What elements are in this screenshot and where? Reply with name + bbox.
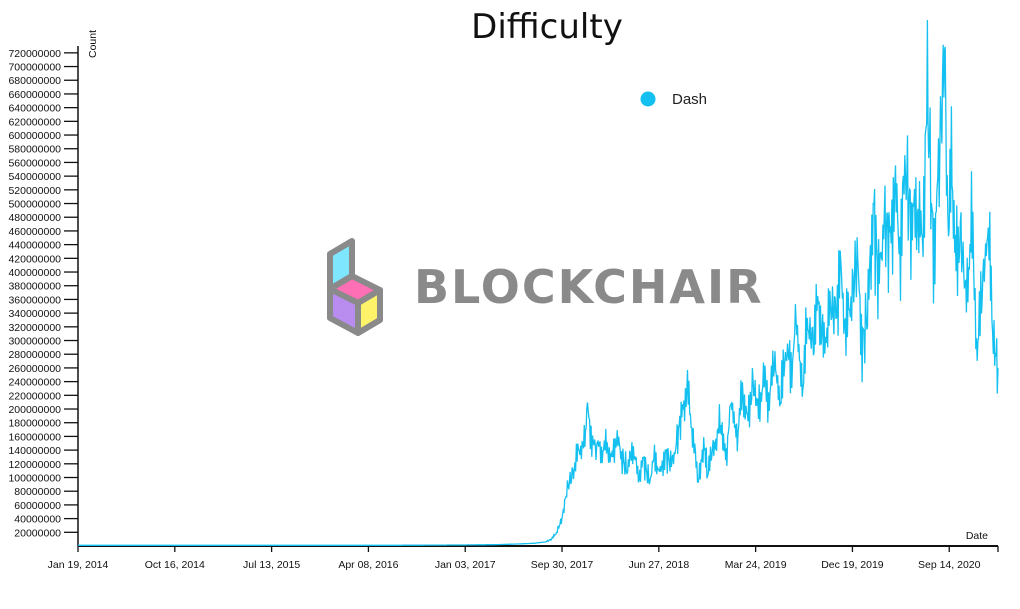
x-tick-label: Jul 13, 2015 xyxy=(243,559,300,571)
series-line-dash xyxy=(78,19,999,546)
y-tick-label: 180000000 xyxy=(8,418,61,430)
y-tick-label: 140000000 xyxy=(8,445,61,457)
x-tick-label: Sep 14, 2020 xyxy=(918,559,981,571)
legend[interactable]: Dash xyxy=(640,91,708,108)
y-tick-label: 280000000 xyxy=(8,349,61,361)
x-tick-label: Jun 27, 2018 xyxy=(628,559,689,571)
x-tick-label: Dec 19, 2019 xyxy=(821,559,884,571)
chart-title: Difficulty xyxy=(471,7,623,47)
y-tick-label: 160000000 xyxy=(8,431,61,443)
y-tick-label: 40000000 xyxy=(14,514,61,526)
y-tick-label: 640000000 xyxy=(8,103,61,115)
y-tick-label: 80000000 xyxy=(14,486,61,498)
x-axis-label: Date xyxy=(966,530,988,542)
legend-marker xyxy=(640,91,656,107)
y-tick-label: 380000000 xyxy=(8,281,61,293)
x-axis: Jan 19, 2014 Oct 16, 2014 Jul 13, 2015 Apr … xyxy=(48,545,999,571)
y-tick-label: 480000000 xyxy=(8,212,61,224)
y-tick-label: 100000000 xyxy=(8,473,61,485)
y-tick-label: 20000000 xyxy=(14,527,61,539)
blockchair-watermark: BLOCKCHAIR xyxy=(327,238,764,336)
y-tick-label: 700000000 xyxy=(8,62,61,74)
x-tick-label: Mar 24, 2019 xyxy=(725,559,787,571)
y-tick-label: 300000000 xyxy=(8,336,61,348)
y-tick-label: 540000000 xyxy=(8,171,61,183)
x-tick-label: Apr 08, 2016 xyxy=(338,559,398,571)
y-tick-label: 320000000 xyxy=(8,322,61,334)
x-tick-label: Jan 19, 2014 xyxy=(48,559,109,571)
x-tick-label: Oct 16, 2014 xyxy=(145,559,205,571)
y-tick-label: 600000000 xyxy=(8,130,61,142)
y-tick-label: 560000000 xyxy=(8,157,61,169)
y-tick-label: 500000000 xyxy=(8,199,61,211)
y-tick-label: 580000000 xyxy=(8,144,61,156)
y-tick-label: 120000000 xyxy=(8,459,61,471)
y-tick-label: 720000000 xyxy=(8,48,61,60)
blockchair-logo-icon xyxy=(327,238,383,336)
y-tick-label: 680000000 xyxy=(8,75,61,87)
y-tick-label: 200000000 xyxy=(8,404,61,416)
y-tick-label: 620000000 xyxy=(8,116,61,128)
x-tick-label: Sep 30, 2017 xyxy=(531,559,594,571)
y-tick-label: 660000000 xyxy=(8,89,61,101)
y-tick-label: 440000000 xyxy=(8,240,61,252)
y-tick-label: 340000000 xyxy=(8,308,61,320)
y-tick-label: 460000000 xyxy=(8,226,61,238)
x-tick-label: Jan 03, 2017 xyxy=(435,559,496,571)
y-tick-label: 360000000 xyxy=(8,294,61,306)
legend-label: Dash xyxy=(672,91,707,108)
y-tick-label: 260000000 xyxy=(8,363,61,375)
y-tick-label: 420000000 xyxy=(8,253,61,265)
y-axis-label: Count xyxy=(87,30,99,58)
y-tick-label: 520000000 xyxy=(8,185,61,197)
y-tick-label: 220000000 xyxy=(8,390,61,402)
y-tick-label: 400000000 xyxy=(8,267,61,279)
y-tick-label: 240000000 xyxy=(8,377,61,389)
watermark-text: BLOCKCHAIR xyxy=(414,260,764,314)
y-tick-label: 60000000 xyxy=(14,500,61,512)
